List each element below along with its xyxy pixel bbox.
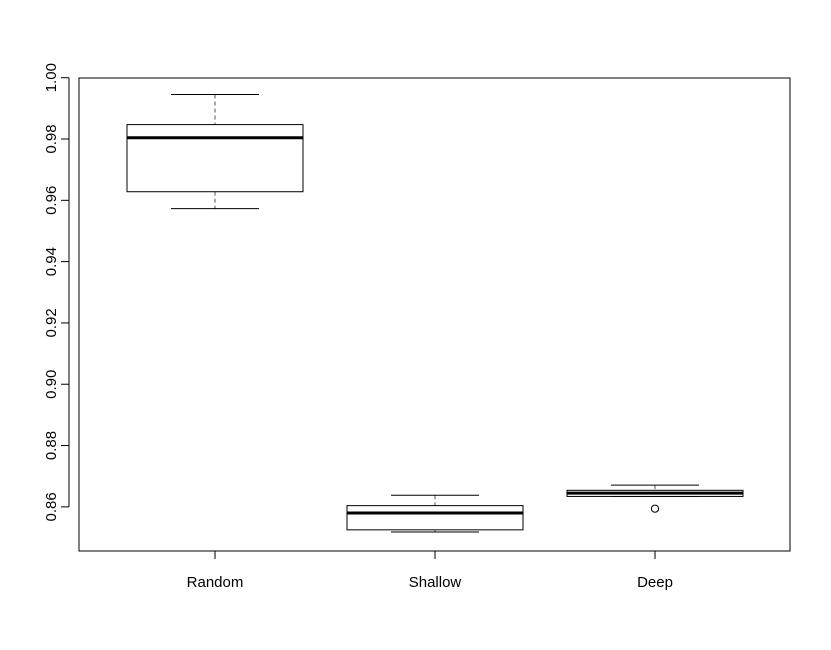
box-series <box>126 94 744 533</box>
box-body <box>346 505 524 531</box>
box-shallow <box>346 494 524 533</box>
y-tick-label: 0.96 <box>43 186 60 215</box>
box-body <box>126 124 304 193</box>
x-tick-label: Deep <box>637 574 673 591</box>
box-random <box>126 94 304 210</box>
y-tick-label: 0.92 <box>43 308 60 337</box>
y-tick-label: 0.88 <box>43 431 60 460</box>
x-tick-label: Shallow <box>409 574 462 591</box>
y-axis: 0.86 0.88 0.90 0.92 0.94 0.96 0.98 1.00 <box>43 63 70 521</box>
x-tick-label: Random <box>187 574 244 591</box>
y-tick-label: 1.00 <box>43 63 60 92</box>
y-tick-label: 0.86 <box>43 492 60 521</box>
y-tick-label: 0.94 <box>43 247 60 276</box>
y-tick-label: 0.98 <box>43 124 60 153</box>
x-axis: Random Shallow Deep <box>187 550 673 591</box>
y-tick-label: 0.90 <box>43 370 60 399</box>
box-deep <box>566 484 744 513</box>
outlier-point <box>650 504 660 513</box>
